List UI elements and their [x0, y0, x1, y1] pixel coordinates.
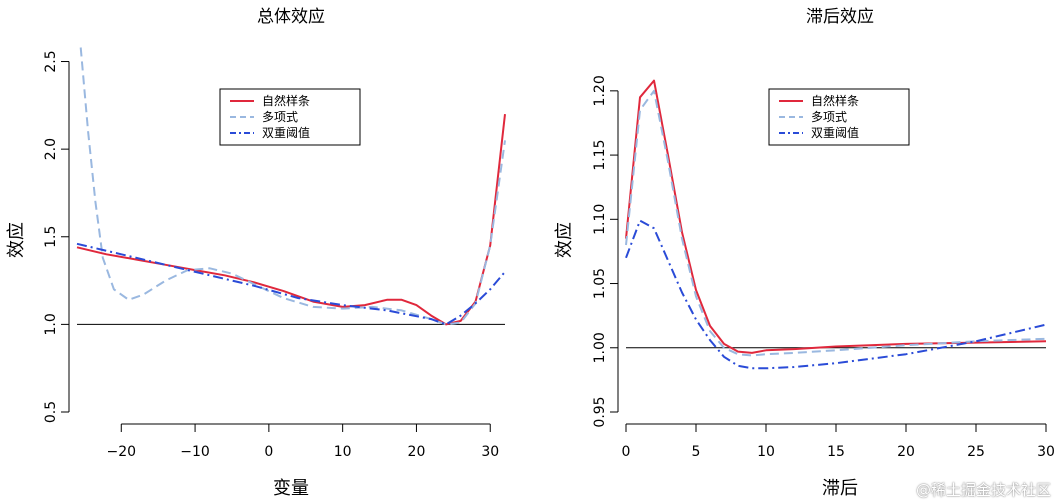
legend-label: 自然样条: [262, 93, 310, 108]
legend-label: 自然样条: [811, 93, 859, 108]
y-tick-label: 0.95: [592, 396, 608, 427]
legend-label: 多项式: [811, 110, 847, 124]
chart-title: 滞后效应: [806, 7, 874, 27]
y-tick-label: 2.5: [43, 50, 59, 72]
x-tick-label: −10: [180, 444, 210, 460]
y-axis-label: 效应: [6, 222, 27, 258]
x-tick-label: 5: [692, 444, 701, 460]
y-tick-label: 2.0: [43, 138, 59, 160]
watermark-text: @稀土掘金技术社区: [915, 481, 1051, 499]
x-tick-label: 0: [622, 444, 631, 460]
x-tick-label: 0: [264, 444, 273, 460]
legend-label: 多项式: [262, 110, 298, 124]
y-tick-label: 1.05: [592, 268, 608, 299]
series-line-2: [625, 89, 1047, 357]
x-tick-label: 30: [1037, 444, 1055, 460]
y-axis-label: 效应: [554, 222, 575, 258]
legend-label: 双重阈值: [811, 125, 859, 140]
y-tick-label: 0.5: [43, 401, 59, 423]
y-tick-label: 1.20: [592, 75, 608, 106]
x-tick-label: 25: [967, 444, 985, 460]
x-tick-label: 15: [827, 444, 845, 460]
y-tick-label: 1.00: [592, 332, 608, 363]
y-tick-label: 1.15: [592, 139, 608, 170]
x-tick-label: 20: [408, 444, 426, 460]
legend-label: 双重阈值: [262, 125, 310, 140]
x-tick-label: −20: [107, 444, 137, 460]
y-tick-label: 1.10: [592, 204, 608, 235]
series-line-3: [76, 242, 506, 326]
chart-title: 总体效应: [257, 7, 325, 27]
series-line-2: [79, 47, 506, 326]
x-axis-label: 变量: [273, 478, 309, 499]
y-tick-label: 1.5: [43, 226, 59, 248]
x-tick-label: 10: [757, 444, 775, 460]
x-tick-label: 20: [897, 444, 915, 460]
x-tick-label: 30: [481, 444, 499, 460]
y-tick-label: 1.0: [43, 313, 59, 335]
series-line-1: [76, 113, 506, 326]
chart-1: 总体效应 0.5 1.0 1.5 2.0 2.5 −20 −10 0 10 20 30 变量 效应 自然样条…: [6, 7, 506, 499]
series-line-1: [625, 79, 1047, 354]
x-axis-label: 滞后: [822, 478, 858, 499]
x-tick-label: 10: [334, 444, 352, 460]
